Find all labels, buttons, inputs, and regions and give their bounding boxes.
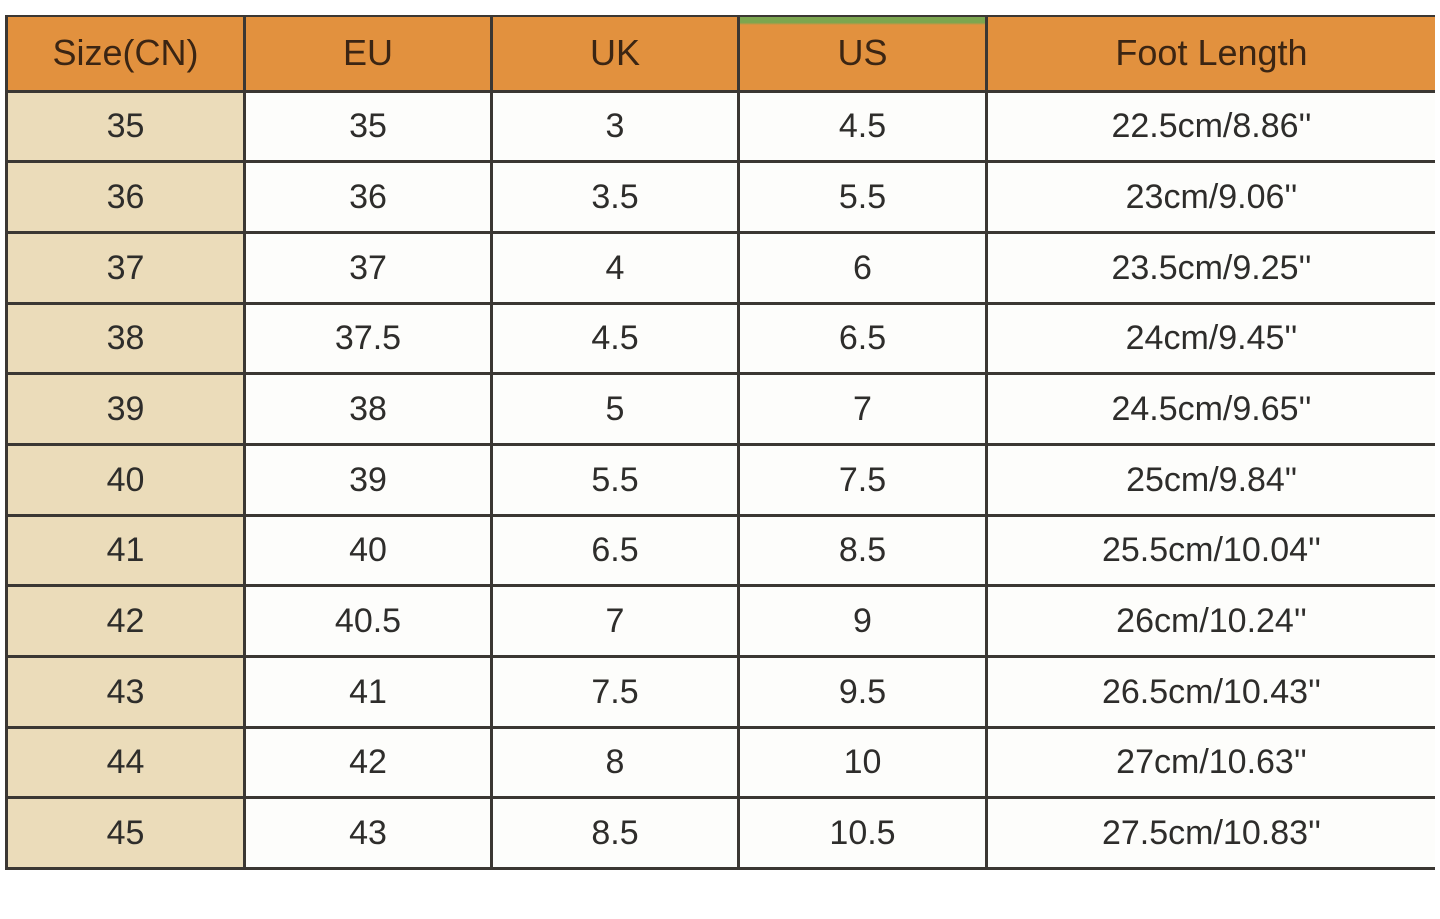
cell-uk: 8 (490, 725, 740, 800)
column-header-us: US (737, 15, 988, 93)
column-header-foot-length: Foot Length (985, 15, 1435, 93)
cell-uk: 7.5 (490, 654, 740, 729)
cell-uk: 3 (490, 89, 740, 164)
table-row: 37 37 4 6 23.5cm/9.25'' (5, 230, 1435, 305)
table-row: 41 40 6.5 8.5 25.5cm/10.04'' (5, 513, 1435, 588)
cell-uk: 4 (490, 230, 740, 305)
cell-eu: 42 (243, 725, 493, 800)
cell-eu: 41 (243, 654, 493, 729)
table-row: 35 35 3 4.5 22.5cm/8.86'' (5, 89, 1435, 164)
table-row: 38 37.5 4.5 6.5 24cm/9.45'' (5, 301, 1435, 376)
cell-uk: 6.5 (490, 513, 740, 588)
cell-cn: 42 (5, 584, 246, 658)
cell-cn: 41 (5, 513, 246, 588)
cell-eu: 37.5 (243, 301, 493, 376)
cell-eu: 43 (243, 796, 493, 870)
cell-foot-length: 23.5cm/9.25'' (985, 230, 1435, 305)
cell-cn: 40 (5, 442, 246, 517)
cell-uk: 8.5 (490, 796, 740, 870)
cell-us: 9.5 (737, 654, 988, 729)
cell-eu: 38 (243, 372, 493, 446)
cell-cn: 38 (5, 301, 246, 376)
column-header-size-cn: Size(CN) (5, 15, 246, 93)
table-row: 39 38 5 7 24.5cm/9.65'' (5, 372, 1435, 446)
cell-foot-length: 27.5cm/10.83'' (985, 796, 1435, 870)
cell-us: 10.5 (737, 796, 988, 870)
green-accent-strip (741, 18, 984, 25)
cell-cn: 45 (5, 796, 246, 870)
table-row: 45 43 8.5 10.5 27.5cm/10.83'' (5, 796, 1435, 870)
cell-cn: 43 (5, 654, 246, 729)
table-row: 43 41 7.5 9.5 26.5cm/10.43'' (5, 654, 1435, 729)
header-row: Size(CN) EU UK US Foot Length (5, 15, 1435, 93)
cell-foot-length: 24.5cm/9.65'' (985, 372, 1435, 446)
cell-us: 5.5 (737, 160, 988, 234)
cell-uk: 3.5 (490, 160, 740, 234)
cell-eu: 36 (243, 160, 493, 234)
cell-foot-length: 26cm/10.24'' (985, 584, 1435, 658)
size-chart-body: 35 35 3 4.5 22.5cm/8.86'' 36 36 3.5 5.5 23cm/9.06… (5, 89, 1435, 870)
cell-foot-length: 27cm/10.63'' (985, 725, 1435, 800)
cell-us: 4.5 (737, 89, 988, 164)
cell-us: 10 (737, 725, 988, 800)
cell-cn: 39 (5, 372, 246, 446)
cell-uk: 5.5 (490, 442, 740, 517)
cell-cn: 37 (5, 230, 246, 305)
cell-foot-length: 22.5cm/8.86'' (985, 89, 1435, 164)
cell-uk: 4.5 (490, 301, 740, 376)
size-chart-header: Size(CN) EU UK US Foot Length (5, 15, 1435, 93)
column-header-us-label: US (837, 32, 888, 74)
table-row: 40 39 5.5 7.5 25cm/9.84" (5, 442, 1435, 517)
cell-uk: 7 (490, 584, 740, 658)
cell-us: 8.5 (737, 513, 988, 588)
cell-foot-length: 25cm/9.84" (985, 442, 1435, 517)
table-row: 42 40.5 7 9 26cm/10.24'' (5, 584, 1435, 658)
cell-us: 9 (737, 584, 988, 658)
cell-eu: 37 (243, 230, 493, 305)
cell-cn: 35 (5, 89, 246, 164)
cell-eu: 39 (243, 442, 493, 517)
size-chart-table: Size(CN) EU UK US Foot Length 35 35 3 4.5 22… (5, 15, 1435, 870)
cell-eu: 35 (243, 89, 493, 164)
cell-us: 7.5 (737, 442, 988, 517)
table-row: 44 42 8 10 27cm/10.63'' (5, 725, 1435, 800)
cell-foot-length: 26.5cm/10.43'' (985, 654, 1435, 729)
cell-eu: 40 (243, 513, 493, 588)
size-chart: Size(CN) EU UK US Foot Length 35 35 3 4.5 22… (5, 15, 1435, 870)
cell-eu: 40.5 (243, 584, 493, 658)
cell-foot-length: 24cm/9.45'' (985, 301, 1435, 376)
cell-us: 6 (737, 230, 988, 305)
column-header-uk: UK (490, 15, 740, 93)
cell-us: 7 (737, 372, 988, 446)
cell-us: 6.5 (737, 301, 988, 376)
cell-uk: 5 (490, 372, 740, 446)
cell-foot-length: 23cm/9.06'' (985, 160, 1435, 234)
cell-foot-length: 25.5cm/10.04'' (985, 513, 1435, 588)
column-header-eu: EU (243, 15, 493, 93)
table-row: 36 36 3.5 5.5 23cm/9.06'' (5, 160, 1435, 234)
cell-cn: 36 (5, 160, 246, 234)
cell-cn: 44 (5, 725, 246, 800)
